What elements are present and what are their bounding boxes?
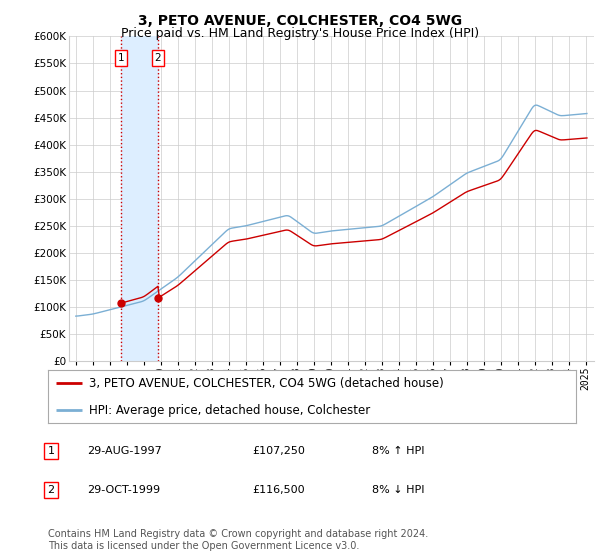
Text: £116,500: £116,500: [252, 485, 305, 495]
Text: 3, PETO AVENUE, COLCHESTER, CO4 5WG: 3, PETO AVENUE, COLCHESTER, CO4 5WG: [138, 14, 462, 28]
Text: 1: 1: [118, 53, 124, 63]
Text: HPI: Average price, detached house, Colchester: HPI: Average price, detached house, Colc…: [89, 404, 370, 417]
Text: 29-AUG-1997: 29-AUG-1997: [87, 446, 162, 456]
Bar: [121, 36, 158, 361]
Text: 29-OCT-1999: 29-OCT-1999: [87, 485, 160, 495]
Text: 8% ↑ HPI: 8% ↑ HPI: [372, 446, 425, 456]
Text: 2: 2: [155, 53, 161, 63]
Text: 8% ↓ HPI: 8% ↓ HPI: [372, 485, 425, 495]
Text: Price paid vs. HM Land Registry's House Price Index (HPI): Price paid vs. HM Land Registry's House …: [121, 27, 479, 40]
Text: 3, PETO AVENUE, COLCHESTER, CO4 5WG (detached house): 3, PETO AVENUE, COLCHESTER, CO4 5WG (det…: [89, 377, 444, 390]
Text: Contains HM Land Registry data © Crown copyright and database right 2024.
This d: Contains HM Land Registry data © Crown c…: [48, 529, 428, 551]
Text: £107,250: £107,250: [252, 446, 305, 456]
Text: 1: 1: [47, 446, 55, 456]
Text: 2: 2: [47, 485, 55, 495]
